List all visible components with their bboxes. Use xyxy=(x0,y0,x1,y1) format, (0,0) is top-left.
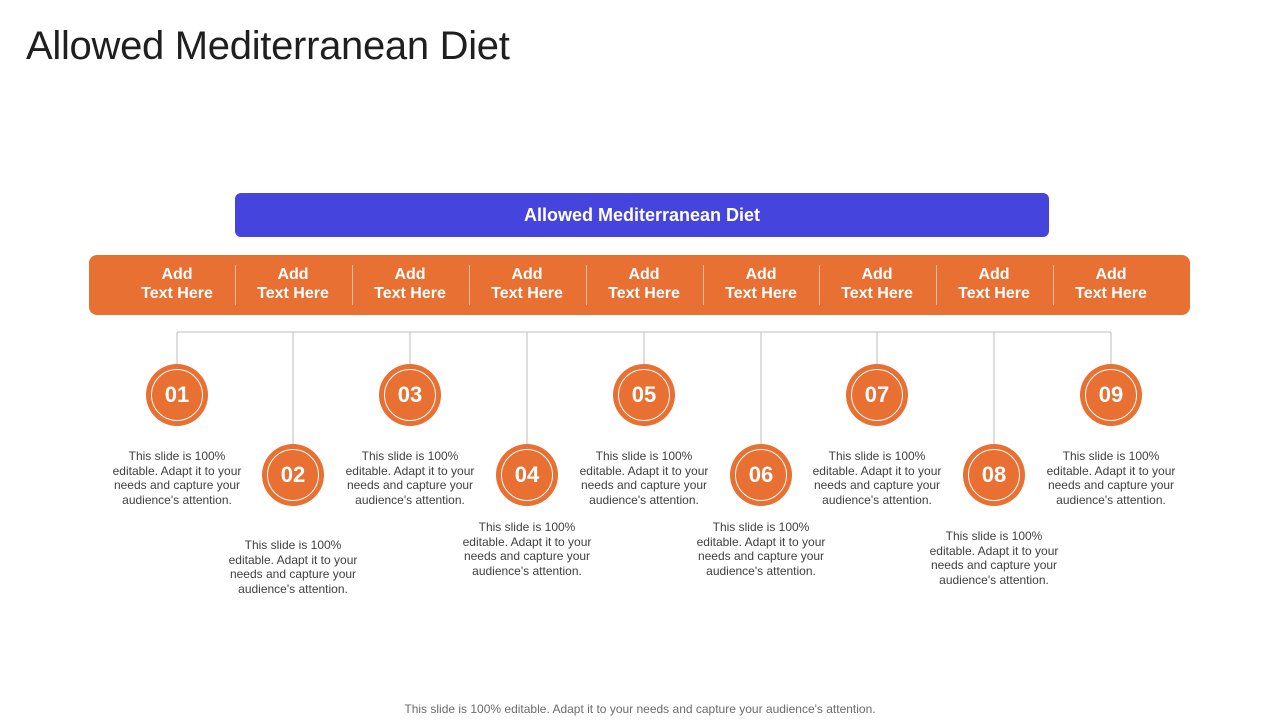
step-description: This slide is 100% editable. Adapt it to… xyxy=(228,538,358,596)
step-description: This slide is 100% editable. Adapt it to… xyxy=(929,529,1059,587)
step-number: 09 xyxy=(1085,369,1137,421)
category-label: Add Text Here xyxy=(257,266,329,302)
step-description: This slide is 100% editable. Adapt it to… xyxy=(812,449,942,507)
category-divider xyxy=(469,265,470,305)
step-circle: 05 xyxy=(613,364,675,426)
header-bar: Allowed Mediterranean Diet xyxy=(235,193,1049,237)
step-circle: 06 xyxy=(730,444,792,506)
category-label: Add Text Here xyxy=(841,266,913,302)
category-label: Add Text Here xyxy=(374,266,446,302)
category-divider xyxy=(1053,265,1054,305)
step-circle: 04 xyxy=(496,444,558,506)
step-number: 08 xyxy=(968,449,1020,501)
category-bar xyxy=(89,255,1190,315)
category-label: Add Text Here xyxy=(1075,266,1147,302)
category-label: Add Text Here xyxy=(141,266,213,302)
step-description: This slide is 100% editable. Adapt it to… xyxy=(462,520,592,578)
step-number: 06 xyxy=(735,449,787,501)
step-circle: 07 xyxy=(846,364,908,426)
step-circle: 01 xyxy=(146,364,208,426)
step-circle: 09 xyxy=(1080,364,1142,426)
page-title: Allowed Mediterranean Diet xyxy=(26,24,510,68)
step-number: 05 xyxy=(618,369,670,421)
category-label: Add Text Here xyxy=(608,266,680,302)
category-divider xyxy=(819,265,820,305)
step-number: 01 xyxy=(151,369,203,421)
step-description: This slide is 100% editable. Adapt it to… xyxy=(112,449,242,507)
category-divider xyxy=(586,265,587,305)
category-divider xyxy=(352,265,353,305)
step-number: 02 xyxy=(267,449,319,501)
step-number: 07 xyxy=(851,369,903,421)
step-circle: 08 xyxy=(963,444,1025,506)
category-divider xyxy=(936,265,937,305)
category-label: Add Text Here xyxy=(958,266,1030,302)
step-description: This slide is 100% editable. Adapt it to… xyxy=(579,449,709,507)
step-circle: 03 xyxy=(379,364,441,426)
category-label: Add Text Here xyxy=(491,266,563,302)
category-divider xyxy=(235,265,236,305)
step-number: 03 xyxy=(384,369,436,421)
step-circle: 02 xyxy=(262,444,324,506)
category-divider xyxy=(703,265,704,305)
category-label: Add Text Here xyxy=(725,266,797,302)
step-number: 04 xyxy=(501,449,553,501)
footer-note: This slide is 100% editable. Adapt it to… xyxy=(404,702,876,716)
step-description: This slide is 100% editable. Adapt it to… xyxy=(345,449,475,507)
step-description: This slide is 100% editable. Adapt it to… xyxy=(696,520,826,578)
header-bar-label: Allowed Mediterranean Diet xyxy=(523,204,761,225)
step-description: This slide is 100% editable. Adapt it to… xyxy=(1046,449,1176,507)
